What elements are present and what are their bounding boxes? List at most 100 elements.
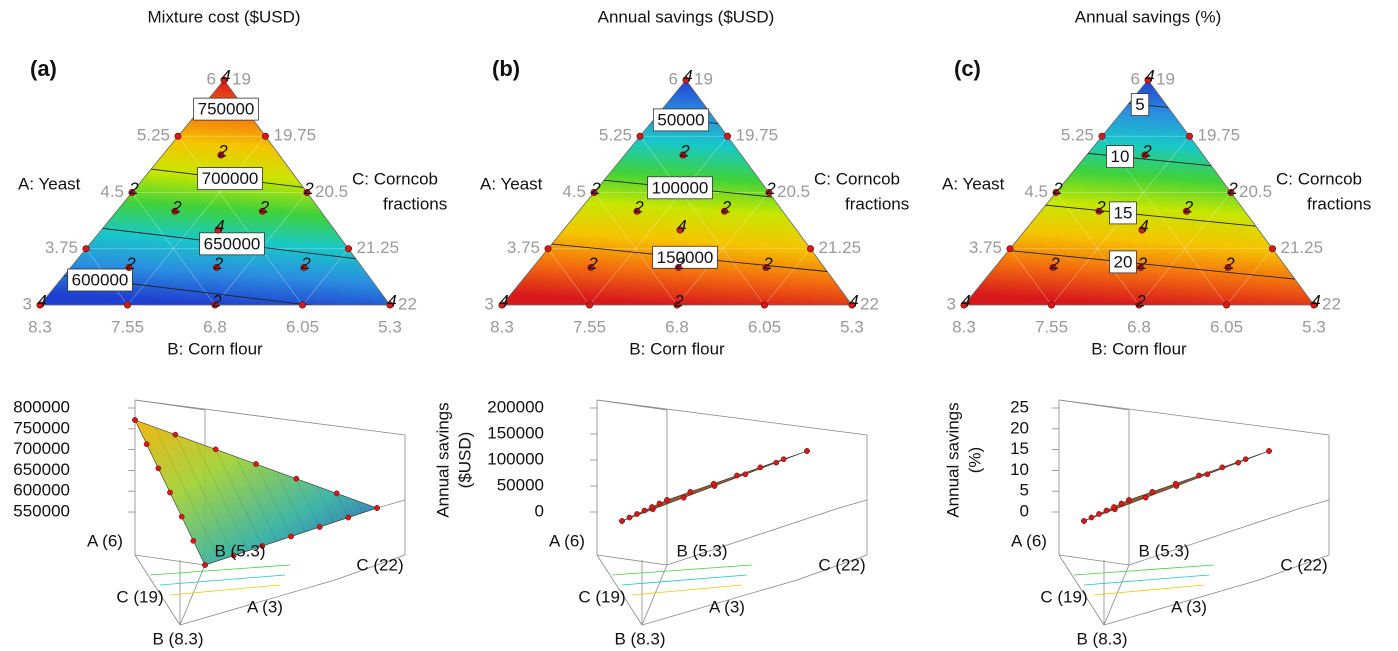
replicate-count: 2 bbox=[300, 254, 311, 273]
replicate-count: 2 bbox=[128, 179, 139, 198]
z-tick-label: 650000 bbox=[13, 460, 70, 479]
replicate-count: 2 bbox=[259, 198, 270, 217]
surface-point bbox=[742, 471, 749, 478]
floor-contour bbox=[611, 564, 753, 576]
surface-point bbox=[202, 562, 208, 568]
contour-label: 700000 bbox=[202, 169, 259, 188]
replicate-count: 4 bbox=[37, 291, 46, 310]
b-tick-label: 8.3 bbox=[28, 317, 52, 336]
replicate-count: 2 bbox=[1049, 254, 1060, 273]
corner-label: B (8.3) bbox=[1076, 629, 1127, 648]
c-tick-label: 22 bbox=[398, 294, 417, 313]
z-axis-title: ($USD) bbox=[455, 432, 474, 489]
c-tick-label: 19 bbox=[232, 69, 251, 88]
surface-point bbox=[1242, 456, 1249, 463]
panel-title: Annual savings ($USD) bbox=[598, 7, 775, 26]
surface-point bbox=[259, 543, 266, 549]
surface-point bbox=[1196, 472, 1202, 479]
design-point bbox=[544, 245, 552, 253]
design-point bbox=[587, 263, 595, 271]
contour-label-box bbox=[652, 245, 718, 269]
surface-point bbox=[1088, 514, 1095, 521]
b-tick-label: 8.3 bbox=[952, 317, 976, 336]
z-tick-label: 700000 bbox=[13, 439, 70, 458]
axis-c-title: C: Corncob bbox=[1276, 169, 1362, 188]
surface-point bbox=[680, 494, 687, 501]
surface-point bbox=[1142, 494, 1149, 501]
corner-label: A (3) bbox=[1171, 597, 1207, 616]
replicate-count: 2 bbox=[762, 254, 773, 273]
surface-point bbox=[773, 459, 780, 466]
replicate-count: 2 bbox=[211, 291, 222, 310]
contour-label: 15 bbox=[1114, 203, 1133, 222]
c-tick-label: 19.75 bbox=[1198, 126, 1241, 145]
b-tick-label: 6.05 bbox=[286, 317, 319, 336]
contour-label: 20 bbox=[1114, 252, 1133, 271]
surface-point bbox=[190, 537, 197, 544]
replicate-count: 4 bbox=[849, 291, 858, 310]
a-tick-label: 4.5 bbox=[562, 182, 586, 201]
design-point bbox=[590, 189, 598, 197]
corner-label: B (8.3) bbox=[152, 629, 203, 648]
corner-label: B (5.3) bbox=[1138, 541, 1189, 560]
design-point bbox=[498, 301, 506, 309]
replicate-count: 2 bbox=[1095, 198, 1106, 217]
surface-point bbox=[1103, 507, 1110, 514]
a-tick-label: 5.25 bbox=[599, 126, 632, 145]
design-point bbox=[303, 189, 311, 197]
b-tick-label: 7.55 bbox=[111, 317, 144, 336]
replicate-count: 4 bbox=[221, 66, 230, 85]
panel-letter: (b) bbox=[492, 56, 520, 81]
surface-point bbox=[710, 480, 717, 487]
replicate-count: 2 bbox=[1052, 179, 1063, 198]
design-point bbox=[1310, 301, 1318, 309]
surface-point bbox=[649, 504, 655, 510]
design-point bbox=[679, 151, 687, 159]
surface-point bbox=[132, 417, 138, 423]
design-point bbox=[1183, 207, 1191, 215]
corner-label: C (22) bbox=[818, 555, 865, 574]
replicate-count: 4 bbox=[1145, 66, 1154, 85]
c-tick-label: 21.25 bbox=[357, 238, 400, 257]
surface-point bbox=[757, 464, 764, 471]
b-tick-label: 6.8 bbox=[1127, 317, 1151, 336]
replicate-count: 4 bbox=[387, 291, 396, 310]
axis-c-title: fractions bbox=[383, 194, 447, 213]
design-point bbox=[125, 263, 133, 271]
a-tick-label: 5.25 bbox=[1061, 126, 1094, 145]
replicate-count: 4 bbox=[215, 216, 224, 235]
floor-contour bbox=[159, 574, 286, 586]
design-point bbox=[217, 151, 225, 159]
corner-label: A (6) bbox=[87, 531, 123, 550]
surface-point bbox=[288, 533, 294, 540]
surface-point bbox=[143, 441, 150, 448]
design-point bbox=[636, 132, 644, 140]
z-tick-label: 0 bbox=[535, 501, 544, 520]
replicate-count: 4 bbox=[683, 66, 692, 85]
design-point bbox=[673, 301, 681, 309]
contour-label: 150000 bbox=[657, 248, 714, 267]
design-point bbox=[1138, 226, 1146, 234]
axis-a-title: A: Yeast bbox=[942, 174, 1005, 193]
z-tick-label: 10 bbox=[1010, 460, 1029, 479]
contour-label: 600000 bbox=[72, 270, 129, 289]
replicate-count: 2 bbox=[679, 141, 690, 160]
z-tick-label: 100000 bbox=[487, 449, 544, 468]
replicate-count: 4 bbox=[677, 216, 686, 235]
z-tick-label: 600000 bbox=[13, 481, 70, 500]
c-tick-label: 22 bbox=[1322, 294, 1341, 313]
surface-point bbox=[167, 489, 173, 496]
replicate-count: 2 bbox=[1227, 179, 1238, 198]
axis-a-title: A: Yeast bbox=[480, 174, 543, 193]
z-axis-title: (%) bbox=[965, 447, 984, 473]
z-tick-label: 800000 bbox=[13, 397, 70, 416]
floor-contour bbox=[1093, 584, 1205, 596]
floor-contour bbox=[169, 584, 281, 596]
panel-title: Mixture cost ($USD) bbox=[147, 7, 300, 26]
surface-point bbox=[626, 514, 633, 521]
design-point bbox=[1144, 76, 1152, 84]
z-tick-label: 15 bbox=[1010, 439, 1029, 458]
ternary-grid bbox=[1009, 135, 1273, 305]
floor-contour bbox=[631, 584, 743, 596]
